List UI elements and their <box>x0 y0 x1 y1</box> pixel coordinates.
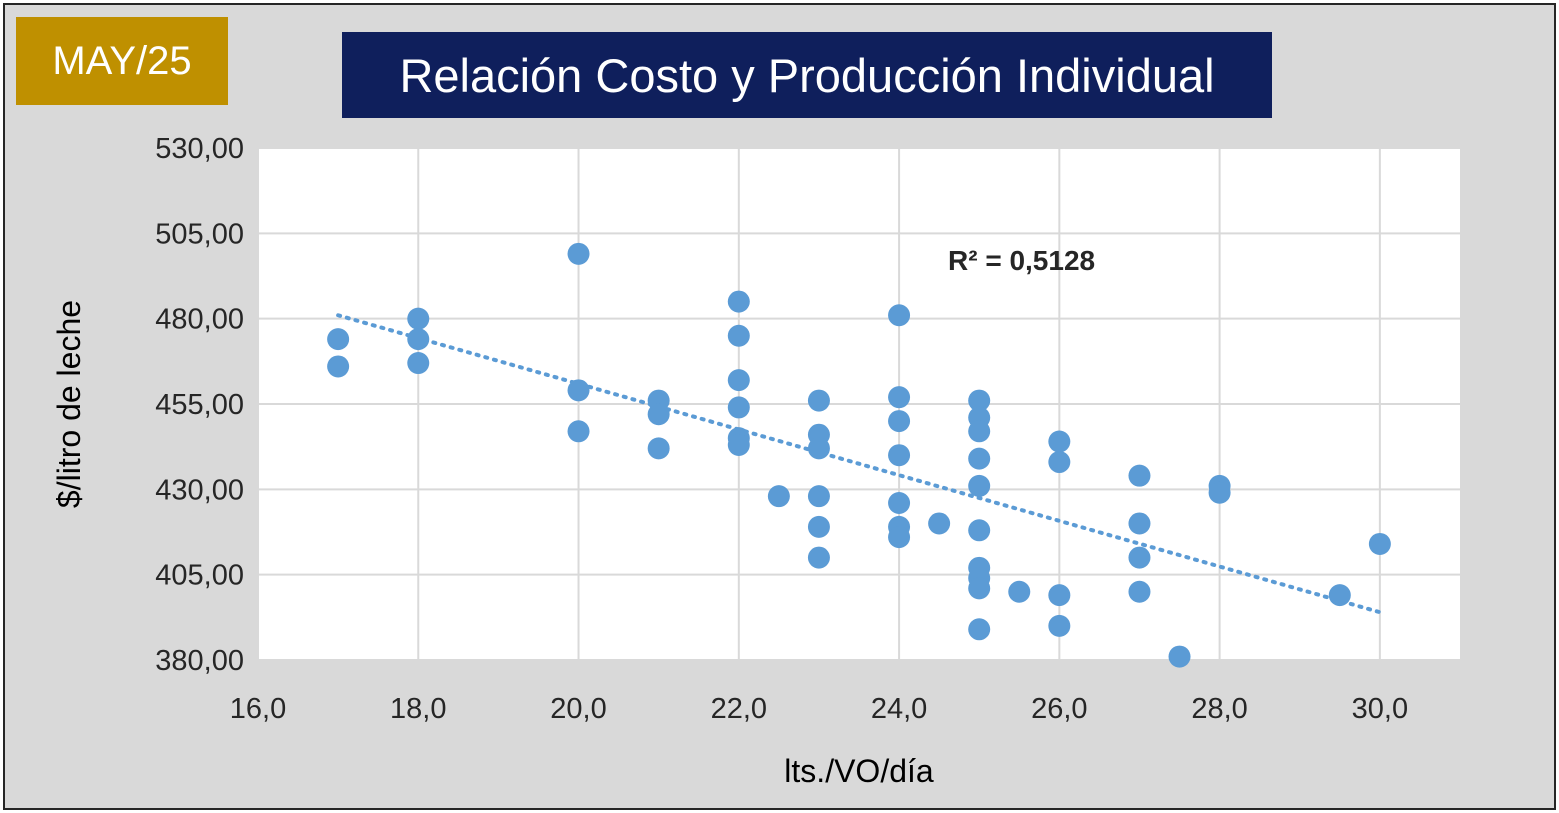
data-point <box>1368 532 1391 555</box>
r-squared-label: R² = 0,5128 <box>948 245 1095 276</box>
y-axis-title: $/litro de leche <box>51 300 87 508</box>
x-tick-label: 20,0 <box>550 693 606 725</box>
data-point <box>968 420 991 443</box>
y-tick-label: 530,00 <box>155 133 244 165</box>
data-point <box>968 474 991 497</box>
y-tick-label: 480,00 <box>155 304 244 336</box>
data-point <box>1008 580 1031 603</box>
data-point <box>888 410 911 433</box>
data-point <box>807 515 830 538</box>
data-point <box>807 546 830 569</box>
x-tick-label: 30,0 <box>1352 693 1408 725</box>
data-point <box>1128 512 1151 535</box>
data-point <box>888 304 911 327</box>
data-point <box>727 290 750 313</box>
data-point <box>1128 580 1151 603</box>
data-point <box>407 352 430 375</box>
data-point <box>1048 614 1071 637</box>
data-point <box>968 577 991 600</box>
x-tick-label: 18,0 <box>390 693 446 725</box>
y-tick-label: 455,00 <box>155 389 244 421</box>
data-point <box>888 526 911 549</box>
y-tick-label: 380,00 <box>155 645 244 677</box>
x-tick-label: 28,0 <box>1191 693 1247 725</box>
data-point <box>327 328 350 351</box>
data-point <box>1208 481 1231 504</box>
data-point <box>1128 546 1151 569</box>
data-point <box>567 379 590 402</box>
x-tick-label: 24,0 <box>871 693 927 725</box>
data-point <box>327 355 350 378</box>
data-point <box>807 389 830 412</box>
period-badge: MAY/25 <box>16 17 228 105</box>
data-point <box>968 389 991 412</box>
data-point <box>727 433 750 456</box>
data-points <box>327 242 1391 668</box>
data-point <box>1168 645 1191 668</box>
data-point <box>888 491 911 514</box>
data-point <box>727 324 750 347</box>
y-axis-ticks: 380,00 405,00 430,00 455,00 480,00 505,00 530,… <box>155 133 244 677</box>
data-point <box>968 519 991 542</box>
chart-title: Relación Costo y Producción Individual <box>342 32 1272 118</box>
trendline <box>336 313 1382 615</box>
y-tick-label: 405,00 <box>155 560 244 592</box>
y-tick-label: 430,00 <box>155 474 244 506</box>
data-point <box>767 485 790 508</box>
data-point <box>1048 430 1071 453</box>
data-point <box>888 444 911 467</box>
data-point <box>727 369 750 392</box>
data-point <box>407 307 430 330</box>
x-tick-label: 22,0 <box>711 693 767 725</box>
x-tick-label: 16,0 <box>230 693 286 725</box>
x-axis-ticks: 16,0 18,0 20,0 22,0 24,0 26,0 28,0 30,0 <box>230 693 1408 725</box>
data-point <box>727 396 750 419</box>
x-tick-label: 26,0 <box>1031 693 1087 725</box>
trendline-path <box>336 313 1382 615</box>
data-point <box>888 386 911 409</box>
y-tick-label: 505,00 <box>155 218 244 250</box>
data-point <box>647 437 670 460</box>
data-point <box>968 447 991 470</box>
data-point <box>1048 451 1071 474</box>
data-point <box>1128 464 1151 487</box>
data-point <box>807 437 830 460</box>
data-point <box>647 403 670 426</box>
data-point <box>1048 584 1071 607</box>
gridlines <box>257 147 1460 661</box>
data-point <box>567 420 590 443</box>
data-point <box>928 512 951 535</box>
data-point <box>1328 584 1351 607</box>
x-axis-title: lts./VO/día <box>784 753 934 789</box>
data-point <box>968 618 991 641</box>
data-point <box>407 328 430 351</box>
data-point <box>807 485 830 508</box>
data-point <box>567 242 590 265</box>
